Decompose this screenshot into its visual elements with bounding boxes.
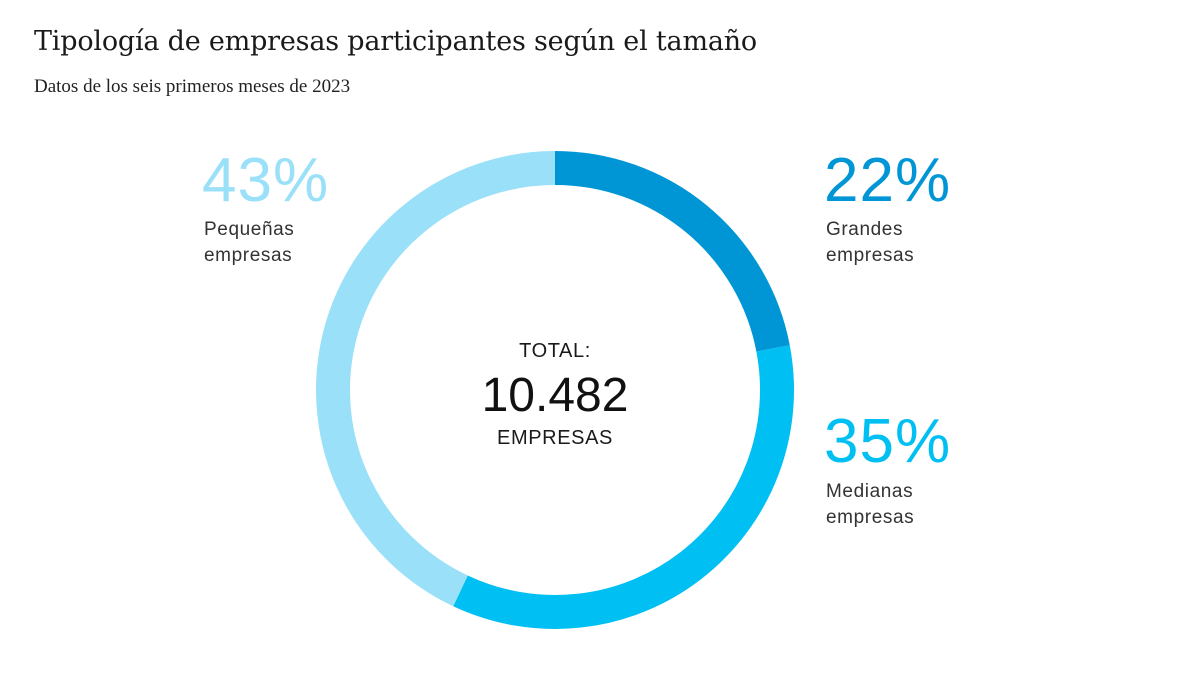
center-total-value: 10.482 <box>482 369 629 422</box>
slice-name-label-grandes-line2: empresas <box>826 245 914 266</box>
slice-value-label-grandes: 22% <box>824 146 951 215</box>
donut-slice-medianas <box>453 345 794 629</box>
chart-subtitle: Datos de los seis primeros meses de 2023 <box>34 76 351 97</box>
slice-value-label-medianas: 35% <box>824 407 951 476</box>
slice-name-label-medianas-line1: Medianas <box>826 481 913 502</box>
center-total-unit: EMPRESAS <box>497 427 613 449</box>
slice-name-label-pequenas-line1: Pequeñas <box>204 219 294 240</box>
chart-title: Tipología de empresas participantes segú… <box>34 26 757 57</box>
slice-name-label-grandes-line1: Grandes <box>826 219 903 240</box>
donut-slice-grandes <box>554 151 790 352</box>
donut-arcs <box>316 151 794 629</box>
center-total-label: TOTAL: <box>519 340 591 362</box>
slice-name-label-pequenas-line2: empresas <box>204 245 292 266</box>
slice-value-label-pequenas: 43% <box>202 146 329 215</box>
donut-slice-pequenas <box>316 151 556 607</box>
slice-name-label-medianas-line2: empresas <box>826 507 914 528</box>
